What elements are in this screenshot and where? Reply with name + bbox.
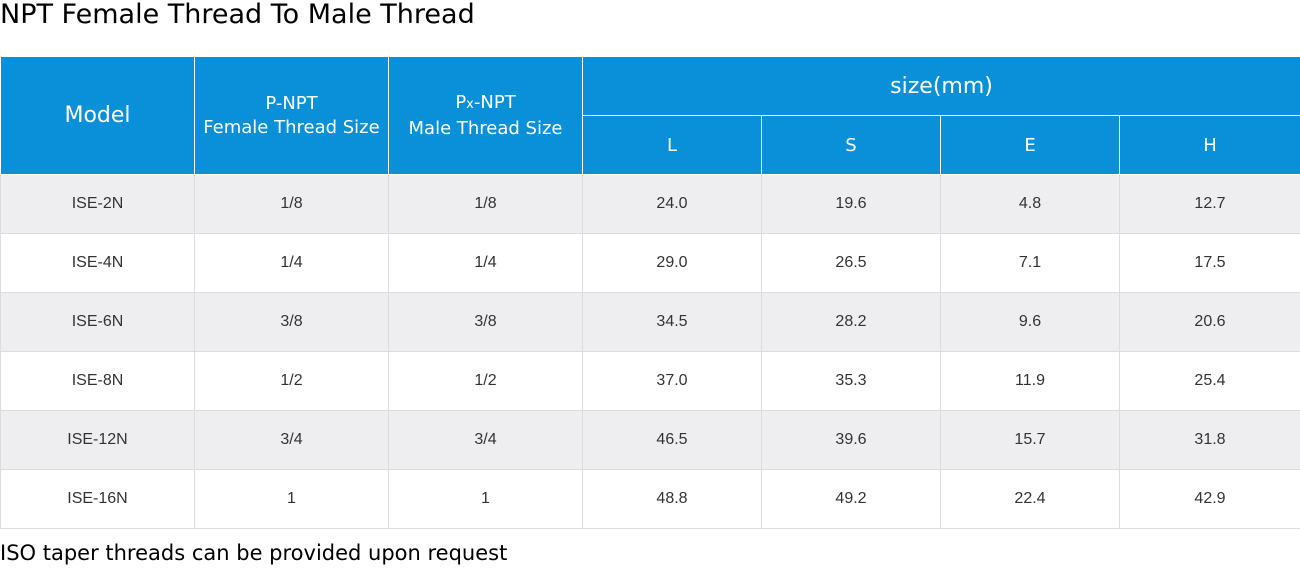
cell-S: 26.5	[761, 233, 941, 293]
page-title: NPT Female Thread To Male Thread	[0, 0, 475, 30]
cell-L: 29.0	[582, 233, 762, 293]
header-E: E	[940, 115, 1120, 175]
cell-px: 1	[388, 469, 583, 529]
cell-S: 35.3	[761, 351, 941, 411]
cell-L: 48.8	[582, 469, 762, 529]
cell-p: 1/8	[194, 174, 389, 234]
cell-px: 1/2	[388, 351, 583, 411]
cell-H: 31.8	[1119, 410, 1300, 470]
cell-H: 42.9	[1119, 469, 1300, 529]
table-row: ISE-16N 1 1 48.8 49.2 22.4 42.9	[0, 469, 1300, 529]
header-p-line1: P-NPT	[265, 92, 318, 114]
cell-p: 1/4	[194, 233, 389, 293]
cell-H: 25.4	[1119, 351, 1300, 411]
cell-H: 20.6	[1119, 292, 1300, 352]
cell-p: 3/4	[194, 410, 389, 470]
table-row: ISE-4N 1/4 1/4 29.0 26.5 7.1 17.5	[0, 233, 1300, 293]
header-row-sub: L S E H	[1, 115, 1300, 175]
header-size-group: size(mm)	[582, 56, 1300, 116]
cell-model: ISE-16N	[0, 469, 195, 529]
header-px-line2: Male Thread Size	[408, 117, 563, 139]
cell-L: 34.5	[582, 292, 762, 352]
cell-model: ISE-12N	[0, 410, 195, 470]
table-row: ISE-12N 3/4 3/4 46.5 39.6 15.7 31.8	[0, 410, 1300, 470]
cell-E: 11.9	[940, 351, 1120, 411]
header-H: H	[1119, 115, 1300, 175]
header-p-npt: P-NPT Female Thread Size	[194, 56, 389, 175]
cell-E: 4.8	[940, 174, 1120, 234]
cell-p: 1	[194, 469, 389, 529]
cell-H: 17.5	[1119, 233, 1300, 293]
cell-px: 3/4	[388, 410, 583, 470]
header-px-main: P	[455, 91, 467, 113]
cell-p: 1/2	[194, 351, 389, 411]
header-model: Model	[0, 56, 195, 175]
table-row: ISE-2N 1/8 1/8 24.0 19.6 4.8 12.7	[0, 174, 1300, 234]
cell-S: 19.6	[761, 174, 941, 234]
cell-model: ISE-4N	[0, 233, 195, 293]
cell-px: 1/8	[388, 174, 583, 234]
header-px-npt: Px-NPT Male Thread Size	[388, 56, 583, 175]
header-p-line2: Female Thread Size	[203, 116, 380, 138]
cell-S: 49.2	[761, 469, 941, 529]
cell-E: 7.1	[940, 233, 1120, 293]
cell-L: 46.5	[582, 410, 762, 470]
cell-E: 15.7	[940, 410, 1120, 470]
cell-L: 24.0	[582, 174, 762, 234]
cell-S: 39.6	[761, 410, 941, 470]
header-px-suffix: -NPT	[473, 91, 516, 113]
table-row: ISE-8N 1/2 1/2 37.0 35.3 11.9 25.4	[0, 351, 1300, 411]
header-row-top: Model P-NPT Female Thread Size Px-NPT Ma…	[0, 56, 1300, 175]
cell-px: 3/8	[388, 292, 583, 352]
cell-px: 1/4	[388, 233, 583, 293]
table-row: ISE-6N 3/8 3/8 34.5 28.2 9.6 20.6	[0, 292, 1300, 352]
spec-table: Model P-NPT Female Thread Size Px-NPT Ma…	[0, 56, 1300, 529]
cell-L: 37.0	[582, 351, 762, 411]
cell-model: ISE-6N	[0, 292, 195, 352]
cell-model: ISE-2N	[0, 174, 195, 234]
header-px-sub: x	[466, 96, 474, 112]
header-L: L	[582, 115, 762, 175]
header-S: S	[761, 115, 941, 175]
footnote: ISO taper threads can be provided upon r…	[0, 541, 508, 565]
cell-H: 12.7	[1119, 174, 1300, 234]
cell-model: ISE-8N	[0, 351, 195, 411]
cell-E: 22.4	[940, 469, 1120, 529]
cell-p: 3/8	[194, 292, 389, 352]
cell-E: 9.6	[940, 292, 1120, 352]
cell-S: 28.2	[761, 292, 941, 352]
